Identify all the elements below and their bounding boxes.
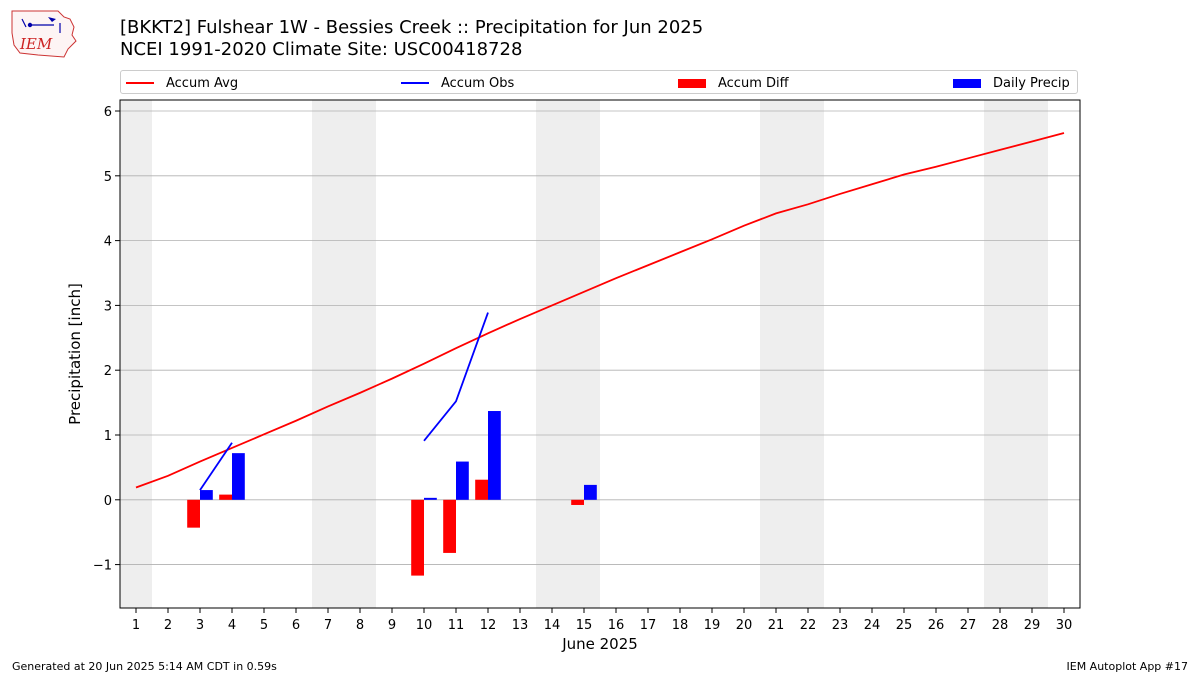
line-accum-obs bbox=[423, 312, 489, 442]
bar-accum-diff bbox=[443, 499, 456, 553]
x-tick-label: 20 bbox=[736, 618, 753, 633]
y-tick-label: 1 bbox=[104, 429, 112, 444]
legend: Accum Avg Accum Obs Accum Diff Daily Pre… bbox=[120, 70, 1078, 94]
legend-label-accum-diff: Accum Diff bbox=[718, 75, 789, 91]
x-tick-label: 1 bbox=[132, 618, 140, 633]
bar-daily-precip bbox=[424, 497, 437, 500]
x-tick-label: 11 bbox=[448, 618, 465, 633]
x-tick-label: 30 bbox=[1056, 618, 1073, 633]
x-tick-label: 5 bbox=[260, 618, 268, 633]
x-tick-label: 26 bbox=[928, 618, 945, 633]
x-tick-label: 15 bbox=[576, 618, 593, 633]
bar-accum-diff bbox=[475, 479, 488, 500]
x-tick-label: 10 bbox=[416, 618, 433, 633]
x-tick-label: 22 bbox=[800, 618, 817, 633]
weekend-band bbox=[760, 100, 792, 608]
legend-item-accum-diff: Accum Diff bbox=[678, 74, 789, 92]
logo-text: IEM bbox=[19, 35, 53, 53]
x-tick-label: 25 bbox=[896, 618, 913, 633]
weekend-band bbox=[536, 100, 568, 608]
x-tick-label: 21 bbox=[768, 618, 785, 633]
line-accum-avg bbox=[135, 132, 1065, 489]
x-tick-label: 29 bbox=[1024, 618, 1041, 633]
legend-label-accum-obs: Accum Obs bbox=[441, 75, 515, 91]
bar-daily-precip bbox=[456, 461, 469, 500]
y-tick-label: 0 bbox=[104, 494, 112, 509]
x-tick-label: 24 bbox=[864, 618, 881, 633]
x-tick-label: 17 bbox=[640, 618, 657, 633]
bar-accum-diff bbox=[571, 499, 584, 505]
bar-daily-precip bbox=[200, 490, 213, 500]
y-tick-label: 4 bbox=[104, 235, 112, 250]
legend-swatch-daily-precip bbox=[953, 78, 981, 88]
weekend-band bbox=[792, 100, 824, 608]
x-tick-label: 6 bbox=[292, 618, 300, 633]
x-tick-label: 18 bbox=[672, 618, 689, 633]
x-tick-label: 23 bbox=[832, 618, 849, 633]
legend-swatch-accum-avg bbox=[126, 82, 154, 84]
line-accum-obs bbox=[199, 442, 233, 491]
footer-generated: Generated at 20 Jun 2025 5:14 AM CDT in … bbox=[12, 660, 277, 673]
weekend-band bbox=[1016, 100, 1048, 608]
x-tick-label: 3 bbox=[196, 618, 204, 633]
iem-logo: IEM bbox=[11, 10, 77, 58]
y-tick-label: 6 bbox=[104, 105, 112, 120]
weekend-band bbox=[568, 100, 600, 608]
x-tick-label: 7 bbox=[324, 618, 332, 633]
x-tick-label: 8 bbox=[356, 618, 364, 633]
weekend-band bbox=[984, 100, 1016, 608]
x-tick-label: 28 bbox=[992, 618, 1009, 633]
weekend-band bbox=[344, 100, 376, 608]
x-tick-label: 27 bbox=[960, 618, 977, 633]
bar-accum-diff bbox=[187, 499, 200, 528]
weekend-band bbox=[120, 100, 152, 608]
legend-swatch-accum-diff bbox=[678, 78, 706, 88]
x-tick-label: 14 bbox=[544, 618, 561, 633]
x-tick-label: 4 bbox=[228, 618, 236, 633]
plot-frame bbox=[119, 99, 1081, 609]
footer-app: IEM Autoplot App #17 bbox=[1066, 660, 1189, 673]
x-tick-label: 16 bbox=[608, 618, 625, 633]
x-axis-label: June 2025 bbox=[561, 635, 638, 653]
legend-item-accum-obs: Accum Obs bbox=[401, 74, 514, 92]
legend-label-daily-precip: Daily Precip bbox=[993, 75, 1070, 91]
x-tick-label: 9 bbox=[388, 618, 396, 633]
x-tick-label: 2 bbox=[164, 618, 172, 633]
y-tick-label: 3 bbox=[104, 299, 112, 314]
bar-accum-diff bbox=[411, 499, 424, 576]
legend-item-daily-precip: Daily Precip bbox=[953, 74, 1070, 92]
bar-daily-precip bbox=[488, 411, 501, 500]
bar-daily-precip bbox=[232, 453, 245, 500]
y-tick-label: −1 bbox=[93, 559, 112, 574]
y-axis-label: Precipitation [inch] bbox=[66, 283, 84, 425]
x-tick-label: 19 bbox=[704, 618, 721, 633]
x-tick-label: 13 bbox=[512, 618, 529, 633]
legend-item-accum-avg: Accum Avg bbox=[126, 74, 238, 92]
legend-swatch-accum-obs bbox=[401, 82, 429, 84]
legend-label-accum-avg: Accum Avg bbox=[166, 75, 239, 91]
chart-subtitle: NCEI 1991-2020 Climate Site: USC00418728 bbox=[120, 39, 523, 60]
weekend-band bbox=[312, 100, 344, 608]
bar-accum-diff bbox=[219, 494, 232, 500]
bar-daily-precip bbox=[584, 484, 597, 500]
y-tick-label: 2 bbox=[104, 364, 112, 379]
chart-title: [BKKT2] Fulshear 1W - Bessies Creek :: P… bbox=[120, 17, 704, 38]
x-tick-label: 12 bbox=[480, 618, 497, 633]
y-tick-label: 5 bbox=[104, 170, 112, 185]
